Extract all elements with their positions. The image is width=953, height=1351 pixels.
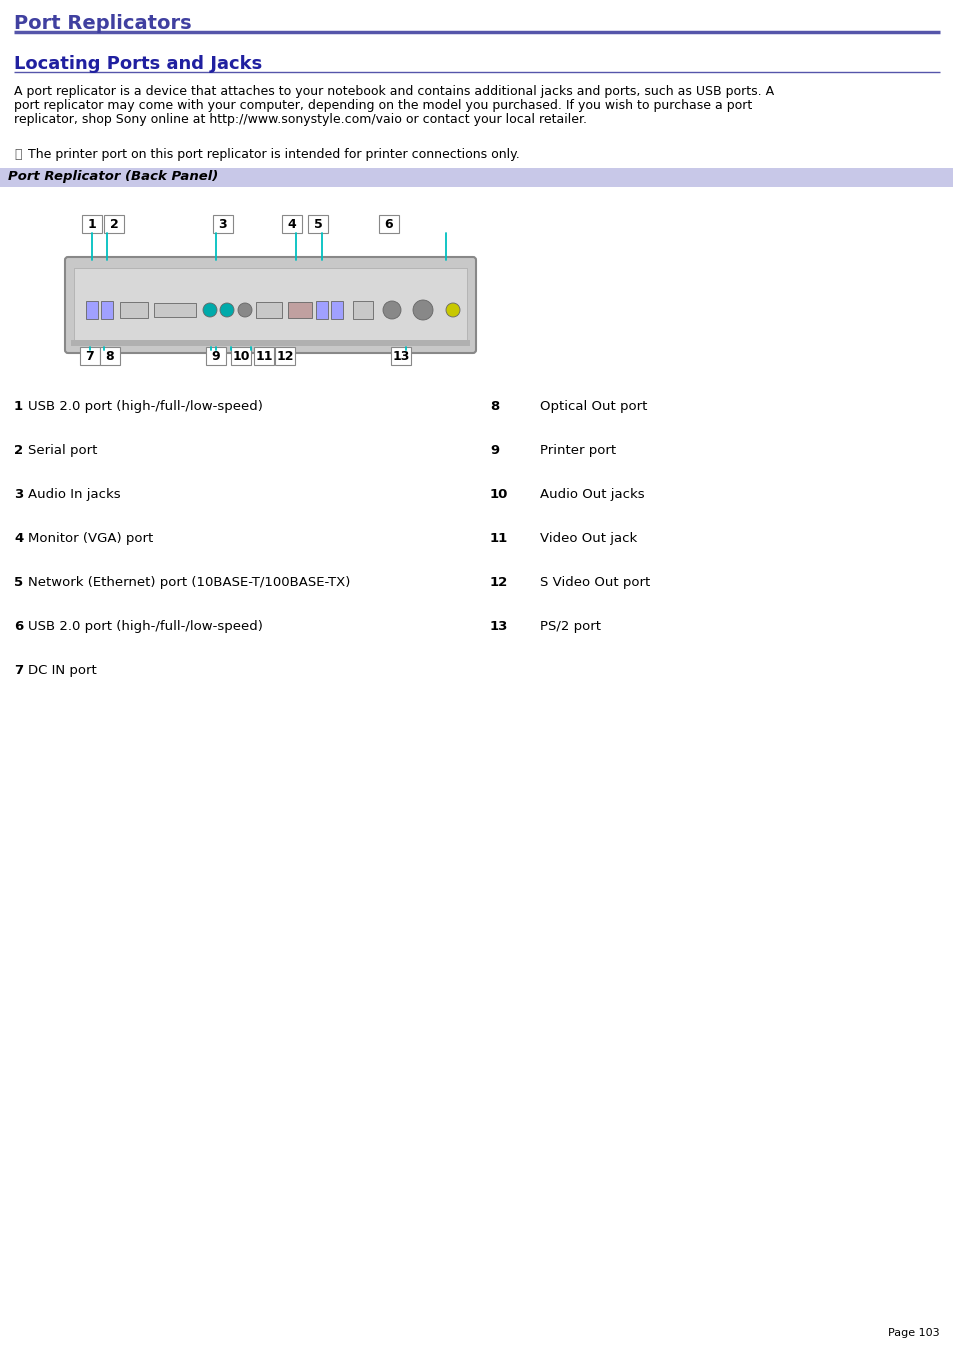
- Text: 1: 1: [14, 400, 23, 413]
- Text: 5: 5: [14, 576, 23, 589]
- Bar: [82, 215, 102, 232]
- Text: 13: 13: [490, 620, 508, 634]
- Text: 11: 11: [490, 532, 508, 544]
- Circle shape: [413, 300, 433, 320]
- Bar: [315, 301, 328, 319]
- Bar: [391, 347, 411, 365]
- Bar: [378, 215, 398, 232]
- Bar: [74, 267, 467, 342]
- Bar: [288, 303, 312, 317]
- Text: Port Replicators: Port Replicators: [14, 14, 192, 32]
- Text: 13: 13: [392, 350, 409, 362]
- Text: Printer port: Printer port: [539, 444, 616, 457]
- Text: Page 103: Page 103: [887, 1328, 939, 1337]
- Text: 2: 2: [110, 218, 118, 231]
- Bar: [86, 301, 98, 319]
- Bar: [101, 301, 112, 319]
- Bar: [282, 215, 302, 232]
- Text: 2: 2: [14, 444, 23, 457]
- Text: 10: 10: [490, 488, 508, 501]
- Bar: [80, 347, 100, 365]
- Bar: [206, 347, 226, 365]
- Bar: [255, 303, 282, 317]
- Text: port replicator may come with your computer, depending on the model you purchase: port replicator may come with your compu…: [14, 99, 752, 112]
- Text: 1: 1: [88, 218, 96, 231]
- Bar: [71, 340, 470, 346]
- Text: 9: 9: [490, 444, 498, 457]
- Text: Monitor (VGA) port: Monitor (VGA) port: [28, 532, 153, 544]
- Bar: [0, 168, 953, 186]
- Text: The printer port on this port replicator is intended for printer connections onl: The printer port on this port replicator…: [28, 149, 519, 161]
- Text: 4: 4: [287, 218, 296, 231]
- Text: USB 2.0 port (high-/full-/low-speed): USB 2.0 port (high-/full-/low-speed): [28, 400, 263, 413]
- Text: Audio Out jacks: Audio Out jacks: [539, 488, 644, 501]
- Text: A port replicator is a device that attaches to your notebook and contains additi: A port replicator is a device that attac…: [14, 85, 773, 99]
- Text: PS/2 port: PS/2 port: [539, 620, 600, 634]
- Text: 8: 8: [490, 400, 498, 413]
- Text: 5: 5: [314, 218, 322, 231]
- Text: 12: 12: [276, 350, 294, 362]
- Bar: [253, 347, 274, 365]
- Circle shape: [237, 303, 252, 317]
- Bar: [213, 215, 233, 232]
- Bar: [153, 303, 195, 317]
- Text: 11: 11: [255, 350, 273, 362]
- Text: 6: 6: [384, 218, 393, 231]
- Bar: [353, 301, 373, 319]
- Text: Optical Out port: Optical Out port: [539, 400, 647, 413]
- Bar: [274, 347, 294, 365]
- Text: 10: 10: [232, 350, 250, 362]
- Text: Port Replicator (Back Panel): Port Replicator (Back Panel): [8, 170, 218, 182]
- Text: USB 2.0 port (high-/full-/low-speed): USB 2.0 port (high-/full-/low-speed): [28, 620, 263, 634]
- Text: Audio In jacks: Audio In jacks: [28, 488, 120, 501]
- Bar: [231, 347, 251, 365]
- Text: 7: 7: [14, 663, 23, 677]
- Text: Network (Ethernet) port (10BASE-T/100BASE-TX): Network (Ethernet) port (10BASE-T/100BAS…: [28, 576, 350, 589]
- Circle shape: [220, 303, 233, 317]
- Bar: [308, 215, 328, 232]
- Text: Locating Ports and Jacks: Locating Ports and Jacks: [14, 55, 262, 73]
- Bar: [100, 347, 120, 365]
- Text: DC IN port: DC IN port: [28, 663, 96, 677]
- Text: S Video Out port: S Video Out port: [539, 576, 650, 589]
- Text: 7: 7: [86, 350, 94, 362]
- Bar: [331, 301, 343, 319]
- Text: replicator, shop Sony online at http://www.sonystyle.com/vaio or contact your lo: replicator, shop Sony online at http://w…: [14, 113, 586, 126]
- FancyBboxPatch shape: [65, 257, 476, 353]
- Bar: [104, 215, 124, 232]
- Text: Serial port: Serial port: [28, 444, 97, 457]
- Circle shape: [446, 303, 459, 317]
- Text: 9: 9: [212, 350, 220, 362]
- Text: 8: 8: [106, 350, 114, 362]
- Text: 📝: 📝: [14, 149, 22, 161]
- Text: 12: 12: [490, 576, 508, 589]
- Text: 3: 3: [218, 218, 227, 231]
- Text: 6: 6: [14, 620, 23, 634]
- Circle shape: [203, 303, 216, 317]
- Text: 4: 4: [14, 532, 23, 544]
- Circle shape: [382, 301, 400, 319]
- Text: 3: 3: [14, 488, 23, 501]
- Bar: [120, 303, 148, 317]
- Text: Video Out jack: Video Out jack: [539, 532, 637, 544]
